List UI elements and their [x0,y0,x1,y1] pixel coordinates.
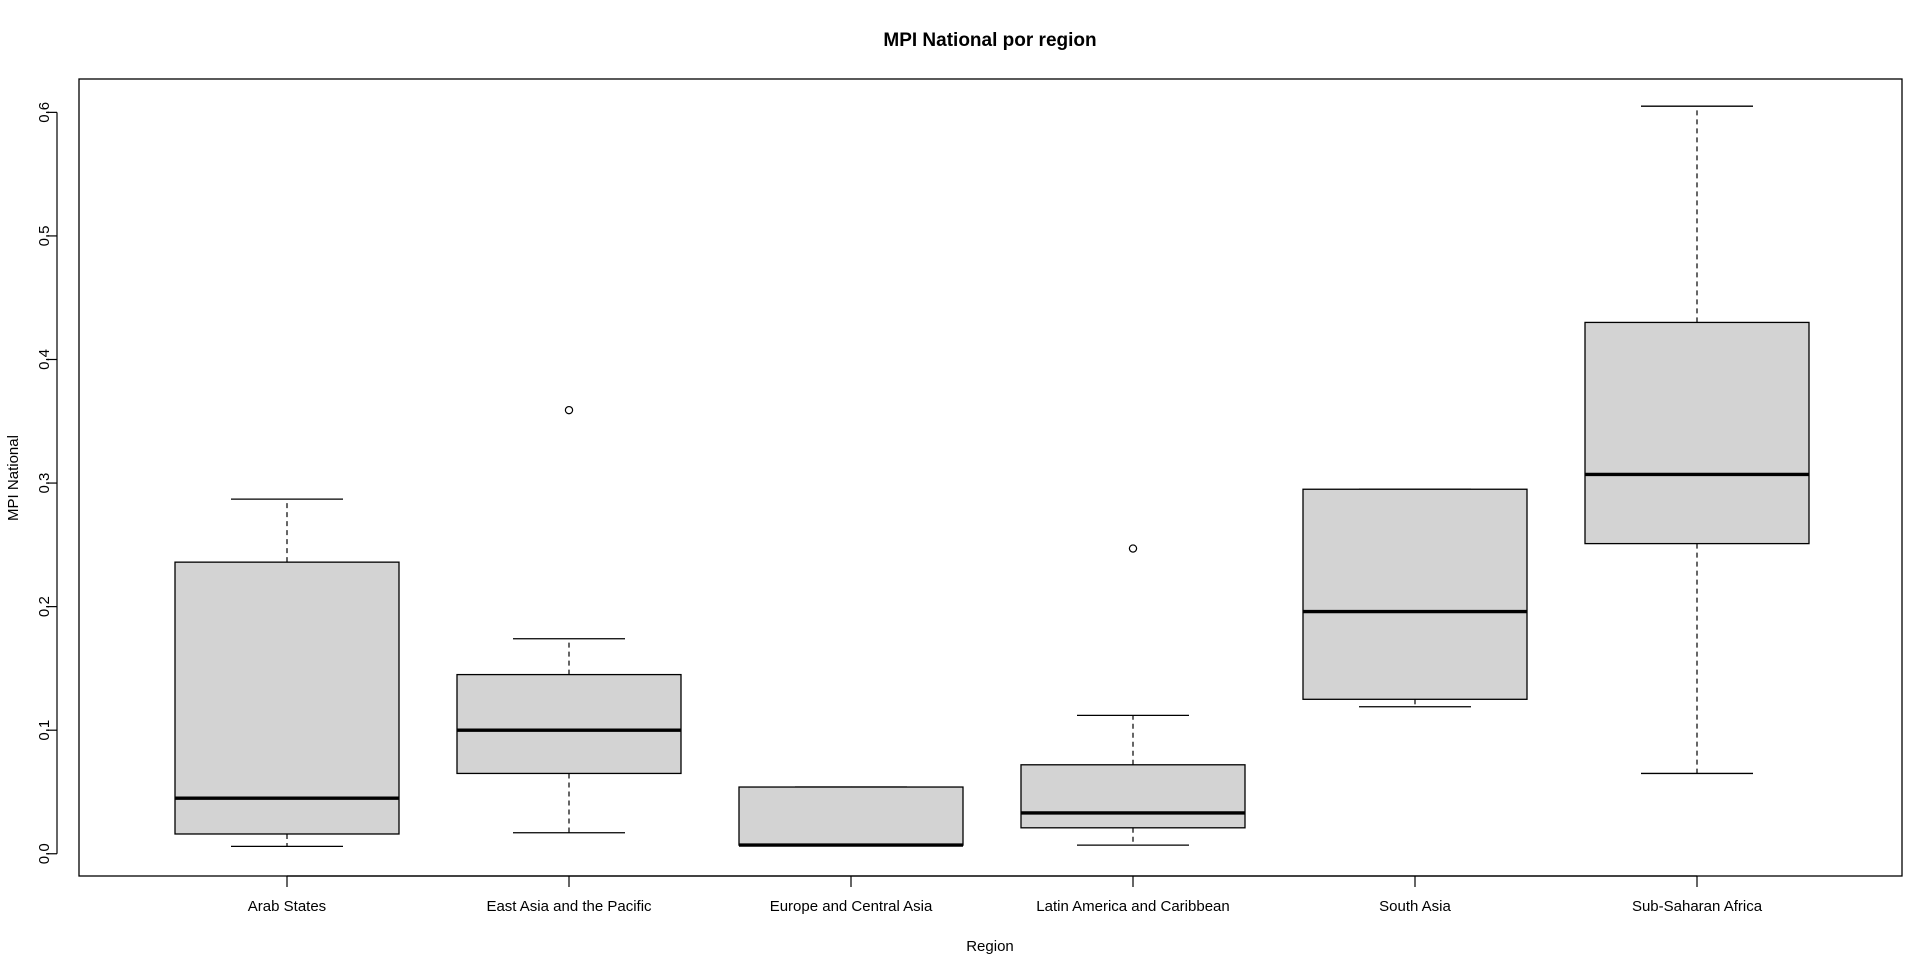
box [1020,764,1246,829]
y-tick-label: 0.5 [36,225,53,246]
box [456,673,682,775]
box [174,561,400,835]
box [1584,321,1810,545]
outlier-point [564,405,574,415]
box-group [738,786,964,847]
x-tick-label: Europe and Central Asia [770,898,933,915]
box [1302,488,1528,700]
y-tick-label: 0.4 [36,349,53,370]
x-tick-label: Sub-Saharan Africa [1632,898,1763,915]
y-tick-label: 0.2 [36,596,53,617]
x-axis: Arab States East Asia and the Pacific Euro… [248,875,1763,915]
x-tick-label: South Asia [1379,898,1451,915]
y-axis: 0.0 0.1 0.2 0.3 0.4 0.5 0.6 [36,102,58,864]
y-tick-label: 0.0 [36,843,53,864]
box-group [1584,105,1810,775]
box-group [1302,488,1528,708]
x-tick-label: East Asia and the Pacific [486,898,652,915]
boxes-layer [174,105,1810,847]
x-axis-label: Region [966,938,1014,955]
outlier-point [1128,544,1138,553]
x-tick-label: Latin America and Caribbean [1036,898,1229,915]
box-group [456,405,682,834]
y-tick-label: 0.3 [36,473,53,494]
x-tick-label: Arab States [248,898,326,915]
y-tick-label: 0.1 [36,720,53,741]
y-tick-label: 0.6 [36,102,53,123]
box [738,786,964,846]
y-axis-label: MPI National [5,435,22,521]
chart-title: MPI National por region [883,30,1096,51]
box-group [1020,544,1246,846]
box-group [174,498,400,847]
